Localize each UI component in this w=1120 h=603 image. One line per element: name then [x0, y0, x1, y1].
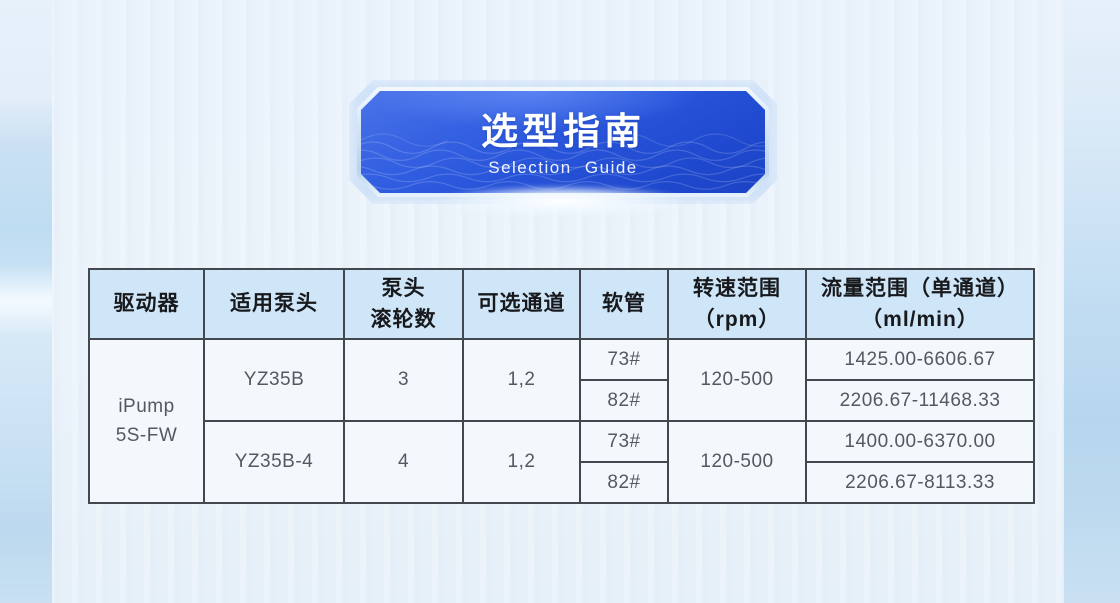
header-row: 驱动器 适用泵头 泵头 滚轮数 可选通道 软管 转速范围 （rpm）	[88, 268, 1035, 340]
cell-hose: 82#	[579, 379, 669, 422]
cell-hose: 82#	[579, 461, 669, 504]
cell-pump-head: YZ35B-4	[203, 420, 345, 504]
header-label-line1: 转速范围	[693, 276, 781, 300]
col-header-flow-range: 流量范围（单通道） （ml/min）	[805, 268, 1035, 340]
selection-guide-table: 驱动器 适用泵头 泵头 滚轮数 可选通道 软管 转速范围 （rpm）	[88, 268, 1035, 504]
cell-speed-range: 120-500	[667, 338, 807, 422]
banner-title: 选型指南	[481, 111, 645, 152]
table-row: 82# 2206.67-11468.33	[89, 379, 1035, 422]
cell-pump-head: YZ35B	[203, 338, 345, 422]
header-label-line2: （ml/min）	[861, 308, 979, 331]
cell-hose: 73#	[579, 338, 669, 381]
header-label: 软管	[602, 292, 646, 316]
cell-hose: 73#	[579, 420, 669, 463]
cell-rollers: 4	[343, 420, 464, 504]
cell-rollers: 3	[343, 338, 464, 422]
cell-flow-range: 1400.00-6370.00	[805, 420, 1035, 463]
header-label: 适用泵头	[230, 292, 318, 316]
cell-flow-range: 1425.00-6606.67	[805, 338, 1035, 381]
header-label-line1: 泵头	[381, 276, 426, 300]
driver-name-line2: 5S-FW	[115, 425, 178, 446]
cell-channels: 1,2	[462, 338, 581, 422]
cell-channels: 1,2	[462, 420, 581, 504]
cell-flow-range: 2206.67-11468.33	[805, 379, 1035, 422]
table-row: 82# 2206.67-8113.33	[89, 461, 1035, 504]
col-header-channels: 可选通道	[462, 268, 581, 340]
background-right-band	[1064, 0, 1120, 603]
banner-subtitle: Selection Guide	[488, 158, 638, 177]
table-row: iPump 5S-FW YZ35B 3 1,2 73# 120-500 1425…	[88, 338, 1035, 504]
banner-panel: 选型指南 Selection Guide	[361, 91, 765, 193]
header-label-line1: 流量范围（单通道）	[821, 276, 1019, 300]
col-header-rollers: 泵头 滚轮数	[343, 268, 464, 340]
header-label-line2: 滚轮数	[370, 308, 437, 331]
header-label: 驱动器	[113, 292, 180, 316]
col-header-hose: 软管	[579, 268, 669, 340]
cell-driver: iPump 5S-FW	[88, 338, 205, 504]
cell-speed-range: 120-500	[667, 420, 807, 504]
col-header-driver: 驱动器	[88, 268, 205, 340]
col-header-speed-range: 转速范围 （rpm）	[667, 268, 807, 340]
header-label: 可选通道	[477, 292, 566, 316]
background-left-band	[0, 0, 52, 603]
header-label-line2: （rpm）	[693, 308, 781, 331]
driver-name-line1: iPump	[118, 396, 175, 417]
col-header-pump-head: 适用泵头	[203, 268, 345, 340]
selection-guide-banner: 选型指南 Selection Guide	[357, 87, 769, 197]
cell-flow-range: 2206.67-8113.33	[805, 461, 1035, 504]
table-row: YZ35B-4 4 1,2 73# 120-500 1400.00-6370.0…	[89, 420, 1035, 504]
